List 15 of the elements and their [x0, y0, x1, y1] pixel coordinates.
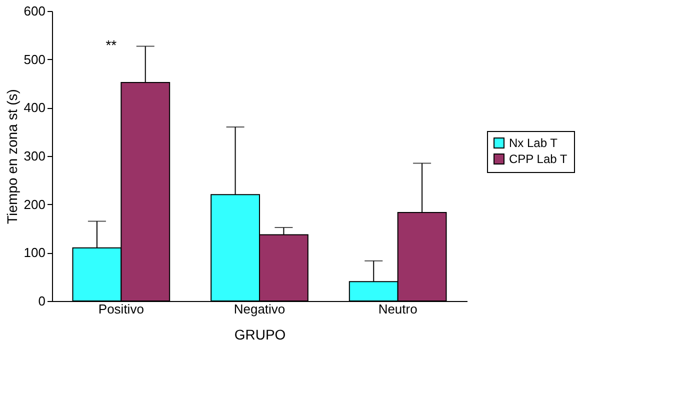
legend-label: CPP Lab T: [509, 152, 568, 166]
annotation: **: [106, 37, 118, 53]
legend-label: Nx Lab T: [509, 136, 558, 150]
y-tick-label: 100: [24, 245, 46, 260]
y-tick-label: 300: [24, 148, 46, 164]
y-tick-label: 200: [24, 196, 46, 212]
y-tick-label: 600: [24, 4, 46, 18]
y-tick-label: 500: [24, 52, 46, 67]
x-axis-title: GRUPO: [234, 326, 286, 342]
y-tick-label: 400: [24, 100, 46, 116]
x-tick-label: Neutro: [378, 302, 418, 316]
y-axis-title: Tiempo en zona st (s): [4, 89, 20, 224]
y-tick-label: 0: [38, 294, 46, 308]
x-tick-label: Negativo: [234, 302, 286, 316]
x-tick-label: Positivo: [98, 302, 144, 316]
